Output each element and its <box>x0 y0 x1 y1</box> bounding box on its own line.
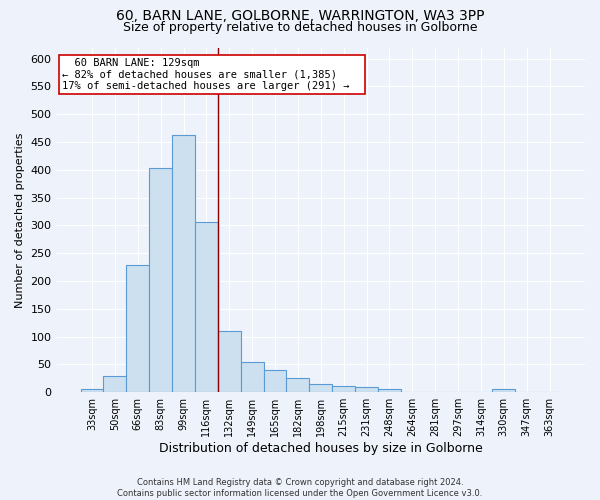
Bar <box>195 222 218 392</box>
Bar <box>80 389 103 392</box>
Bar <box>103 376 127 392</box>
Text: 60 BARN LANE: 129sqm
← 82% of detached houses are smaller (1,385)
17% of semi-de: 60 BARN LANE: 129sqm ← 82% of detached h… <box>62 58 362 91</box>
Y-axis label: Number of detached properties: Number of detached properties <box>15 132 25 308</box>
Bar <box>241 362 263 392</box>
Bar <box>493 390 515 392</box>
Text: 60, BARN LANE, GOLBORNE, WARRINGTON, WA3 3PP: 60, BARN LANE, GOLBORNE, WARRINGTON, WA3… <box>116 9 484 23</box>
Bar <box>263 370 286 392</box>
Bar <box>149 168 172 392</box>
Text: Contains HM Land Registry data © Crown copyright and database right 2024.
Contai: Contains HM Land Registry data © Crown c… <box>118 478 482 498</box>
Bar <box>172 135 195 392</box>
Bar <box>332 386 355 392</box>
Bar <box>378 389 401 392</box>
Bar <box>218 331 241 392</box>
Text: Size of property relative to detached houses in Golborne: Size of property relative to detached ho… <box>123 21 477 34</box>
Bar <box>286 378 310 392</box>
Bar <box>127 266 149 392</box>
Bar <box>355 386 378 392</box>
Bar <box>310 384 332 392</box>
X-axis label: Distribution of detached houses by size in Golborne: Distribution of detached houses by size … <box>159 442 482 455</box>
